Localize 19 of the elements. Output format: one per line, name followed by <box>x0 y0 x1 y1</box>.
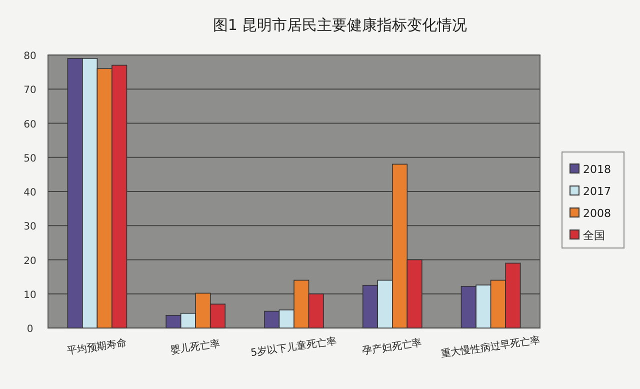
legend-label: 2008 <box>583 207 611 220</box>
x-tick-label: 5岁以下儿童死亡率 <box>250 335 338 359</box>
y-tick-label: 80 <box>24 51 36 62</box>
legend-label: 2018 <box>583 163 611 176</box>
x-tick-label: 重大慢性病过早死亡率 <box>440 334 541 360</box>
y-tick-label: 60 <box>24 119 36 130</box>
y-tick-label: 30 <box>24 222 36 233</box>
x-tick-label: 孕产妇死亡率 <box>361 336 423 358</box>
chart-title: 图1 昆明市居民主要健康指标变化情况 <box>212 16 468 34</box>
y-tick-label: 50 <box>24 153 36 164</box>
x-tick-label: 婴儿死亡率 <box>170 338 221 356</box>
y-tick-label: 40 <box>24 188 36 198</box>
x-tick-label: 平均预期寿命 <box>66 336 128 358</box>
y-tick-label: 10 <box>24 290 36 301</box>
y-tick-label: 0 <box>26 324 34 335</box>
legend-label: 全国 <box>583 229 605 242</box>
y-tick-label: 70 <box>24 85 36 96</box>
y-tick-label: 20 <box>24 256 36 267</box>
legend-label: 2017 <box>583 185 611 198</box>
